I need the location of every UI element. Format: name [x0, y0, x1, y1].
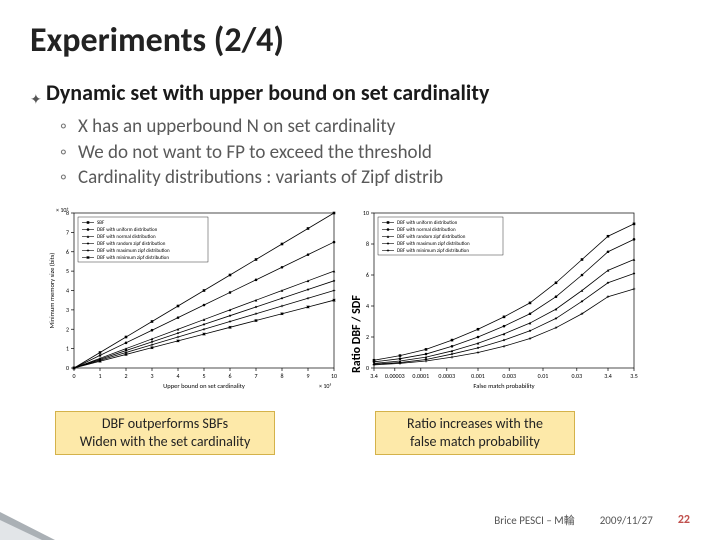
svg-text:DBF with normal distribution: DBF with normal distribution — [97, 234, 156, 240]
svg-text:6: 6 — [228, 372, 231, 380]
svg-text:DBF with random zipf distribut: DBF with random zipf distribution — [97, 241, 166, 247]
svg-text:5: 5 — [66, 267, 69, 275]
svg-text:4: 4 — [366, 302, 369, 310]
svg-text:DBF with maximum zipf distribu: DBF with maximum zipf distribution — [397, 241, 470, 247]
svg-text:DBF with minimum zipf distribu: DBF with minimum zipf distribution — [97, 255, 169, 261]
svg-text:2: 2 — [124, 372, 127, 380]
svg-text:0.001: 0.001 — [471, 372, 485, 380]
svg-text:8: 8 — [366, 240, 369, 248]
svg-text:2: 2 — [66, 325, 69, 333]
slide-title: Experiments (2/4) — [0, 0, 720, 61]
svg-text:0.0001: 0.0001 — [412, 372, 429, 380]
bullet-icon: ✦ — [30, 91, 42, 108]
svg-text:0: 0 — [72, 372, 75, 380]
charts-container: 0 1 2 3 4 5 6 7 8 9 10 0 1 2 3 4 5 6 7 8 × 10⁶ × 10⁵ Upper bou… — [44, 203, 720, 393]
svg-text:6: 6 — [366, 271, 369, 279]
footer-author: Brice PESCI – M輪 — [494, 512, 574, 528]
svg-text:Upper bound on set cardinality: Upper bound on set cardinality — [163, 382, 245, 390]
svg-text:0.03: 0.03 — [571, 372, 582, 380]
slide-footer: Brice PESCI – M輪 2009/11/27 22 — [0, 512, 720, 528]
footer-date: 2009/11/27 — [600, 514, 653, 527]
svg-text:9: 9 — [306, 372, 309, 380]
svg-text:3.4: 3.4 — [604, 372, 612, 380]
svg-text:7: 7 — [254, 372, 257, 380]
corner-decoration — [0, 512, 55, 540]
svg-text:7: 7 — [66, 228, 69, 236]
svg-text:SBF: SBF — [97, 220, 105, 226]
svg-text:3: 3 — [66, 306, 69, 314]
svg-text:1: 1 — [66, 345, 69, 353]
svg-text:0.01: 0.01 — [538, 372, 549, 380]
bullet-item: X has an upperbound N on set cardinality — [60, 114, 720, 140]
svg-text:10: 10 — [331, 372, 337, 380]
svg-text:DBF with normal distribution: DBF with normal distribution — [397, 227, 456, 233]
svg-text:DBF with minimum zipf distribu: DBF with minimum zipf distribution — [397, 248, 469, 254]
svg-text:0.00003: 0.00003 — [385, 372, 405, 380]
svg-text:1: 1 — [98, 372, 101, 380]
svg-text:× 10⁶: × 10⁶ — [56, 206, 69, 214]
svg-text:4: 4 — [66, 286, 69, 294]
ratio-axis-label: Ratio DBF / SDF — [350, 295, 364, 373]
svg-text:DBF with maximum zipf distribu: DBF with maximum zipf distribution — [97, 248, 170, 254]
svg-text:0: 0 — [66, 364, 69, 372]
right-chart: 3.4 0.00003 0.0001 0.0003 0.001 0.003 0.01 0.03… — [354, 203, 644, 393]
bullet-list: X has an upperbound N on set cardinality… — [0, 106, 720, 191]
svg-text:False match probability: False match probability — [473, 382, 534, 390]
left-chart: 012345678910012345678× 10⁶× 10⁵Upper bou… — [44, 203, 344, 393]
right-caption: Ratio increases with thefalse match prob… — [375, 411, 575, 455]
svg-text:8: 8 — [280, 372, 283, 380]
bullet-item: We do not want to FP to exceed the thres… — [60, 140, 720, 166]
svg-text:0: 0 — [366, 364, 369, 372]
svg-text:0.0003: 0.0003 — [438, 372, 455, 380]
svg-text:3.4: 3.4 — [370, 372, 378, 380]
svg-text:× 10⁵: × 10⁵ — [319, 382, 331, 390]
svg-text:2: 2 — [366, 333, 369, 341]
svg-text:0.003: 0.003 — [502, 372, 516, 380]
svg-text:10: 10 — [363, 209, 369, 217]
bullet-item: Cardinality distributions : variants of … — [60, 165, 720, 191]
captions-row: DBF outperforms SBFsWiden with the set c… — [55, 411, 720, 455]
svg-text:5: 5 — [202, 372, 205, 380]
svg-text:DBF with uniform distribution: DBF with uniform distribution — [97, 227, 158, 233]
svg-text:6: 6 — [66, 248, 69, 256]
svg-text:DBF with uniform distribution: DBF with uniform distribution — [397, 220, 458, 226]
svg-text:3.5: 3.5 — [630, 372, 638, 380]
svg-text:4: 4 — [176, 372, 179, 380]
slide-subtitle: Dynamic set with upper bound on set card… — [0, 61, 720, 106]
right-chart-wrap: Ratio DBF / SDF 3.40.000030.00010.00030.… — [354, 203, 644, 393]
svg-text:DBF with random zipf distribut: DBF with random zipf distribution — [397, 234, 466, 240]
left-caption: DBF outperforms SBFsWiden with the set c… — [55, 411, 275, 455]
svg-text:3: 3 — [150, 372, 153, 380]
svg-text:Minimum memory size (bits): Minimum memory size (bits) — [48, 253, 56, 329]
left-chart-wrap: 012345678910012345678× 10⁶× 10⁵Upper bou… — [44, 203, 344, 393]
page-number: 22 — [678, 513, 690, 527]
